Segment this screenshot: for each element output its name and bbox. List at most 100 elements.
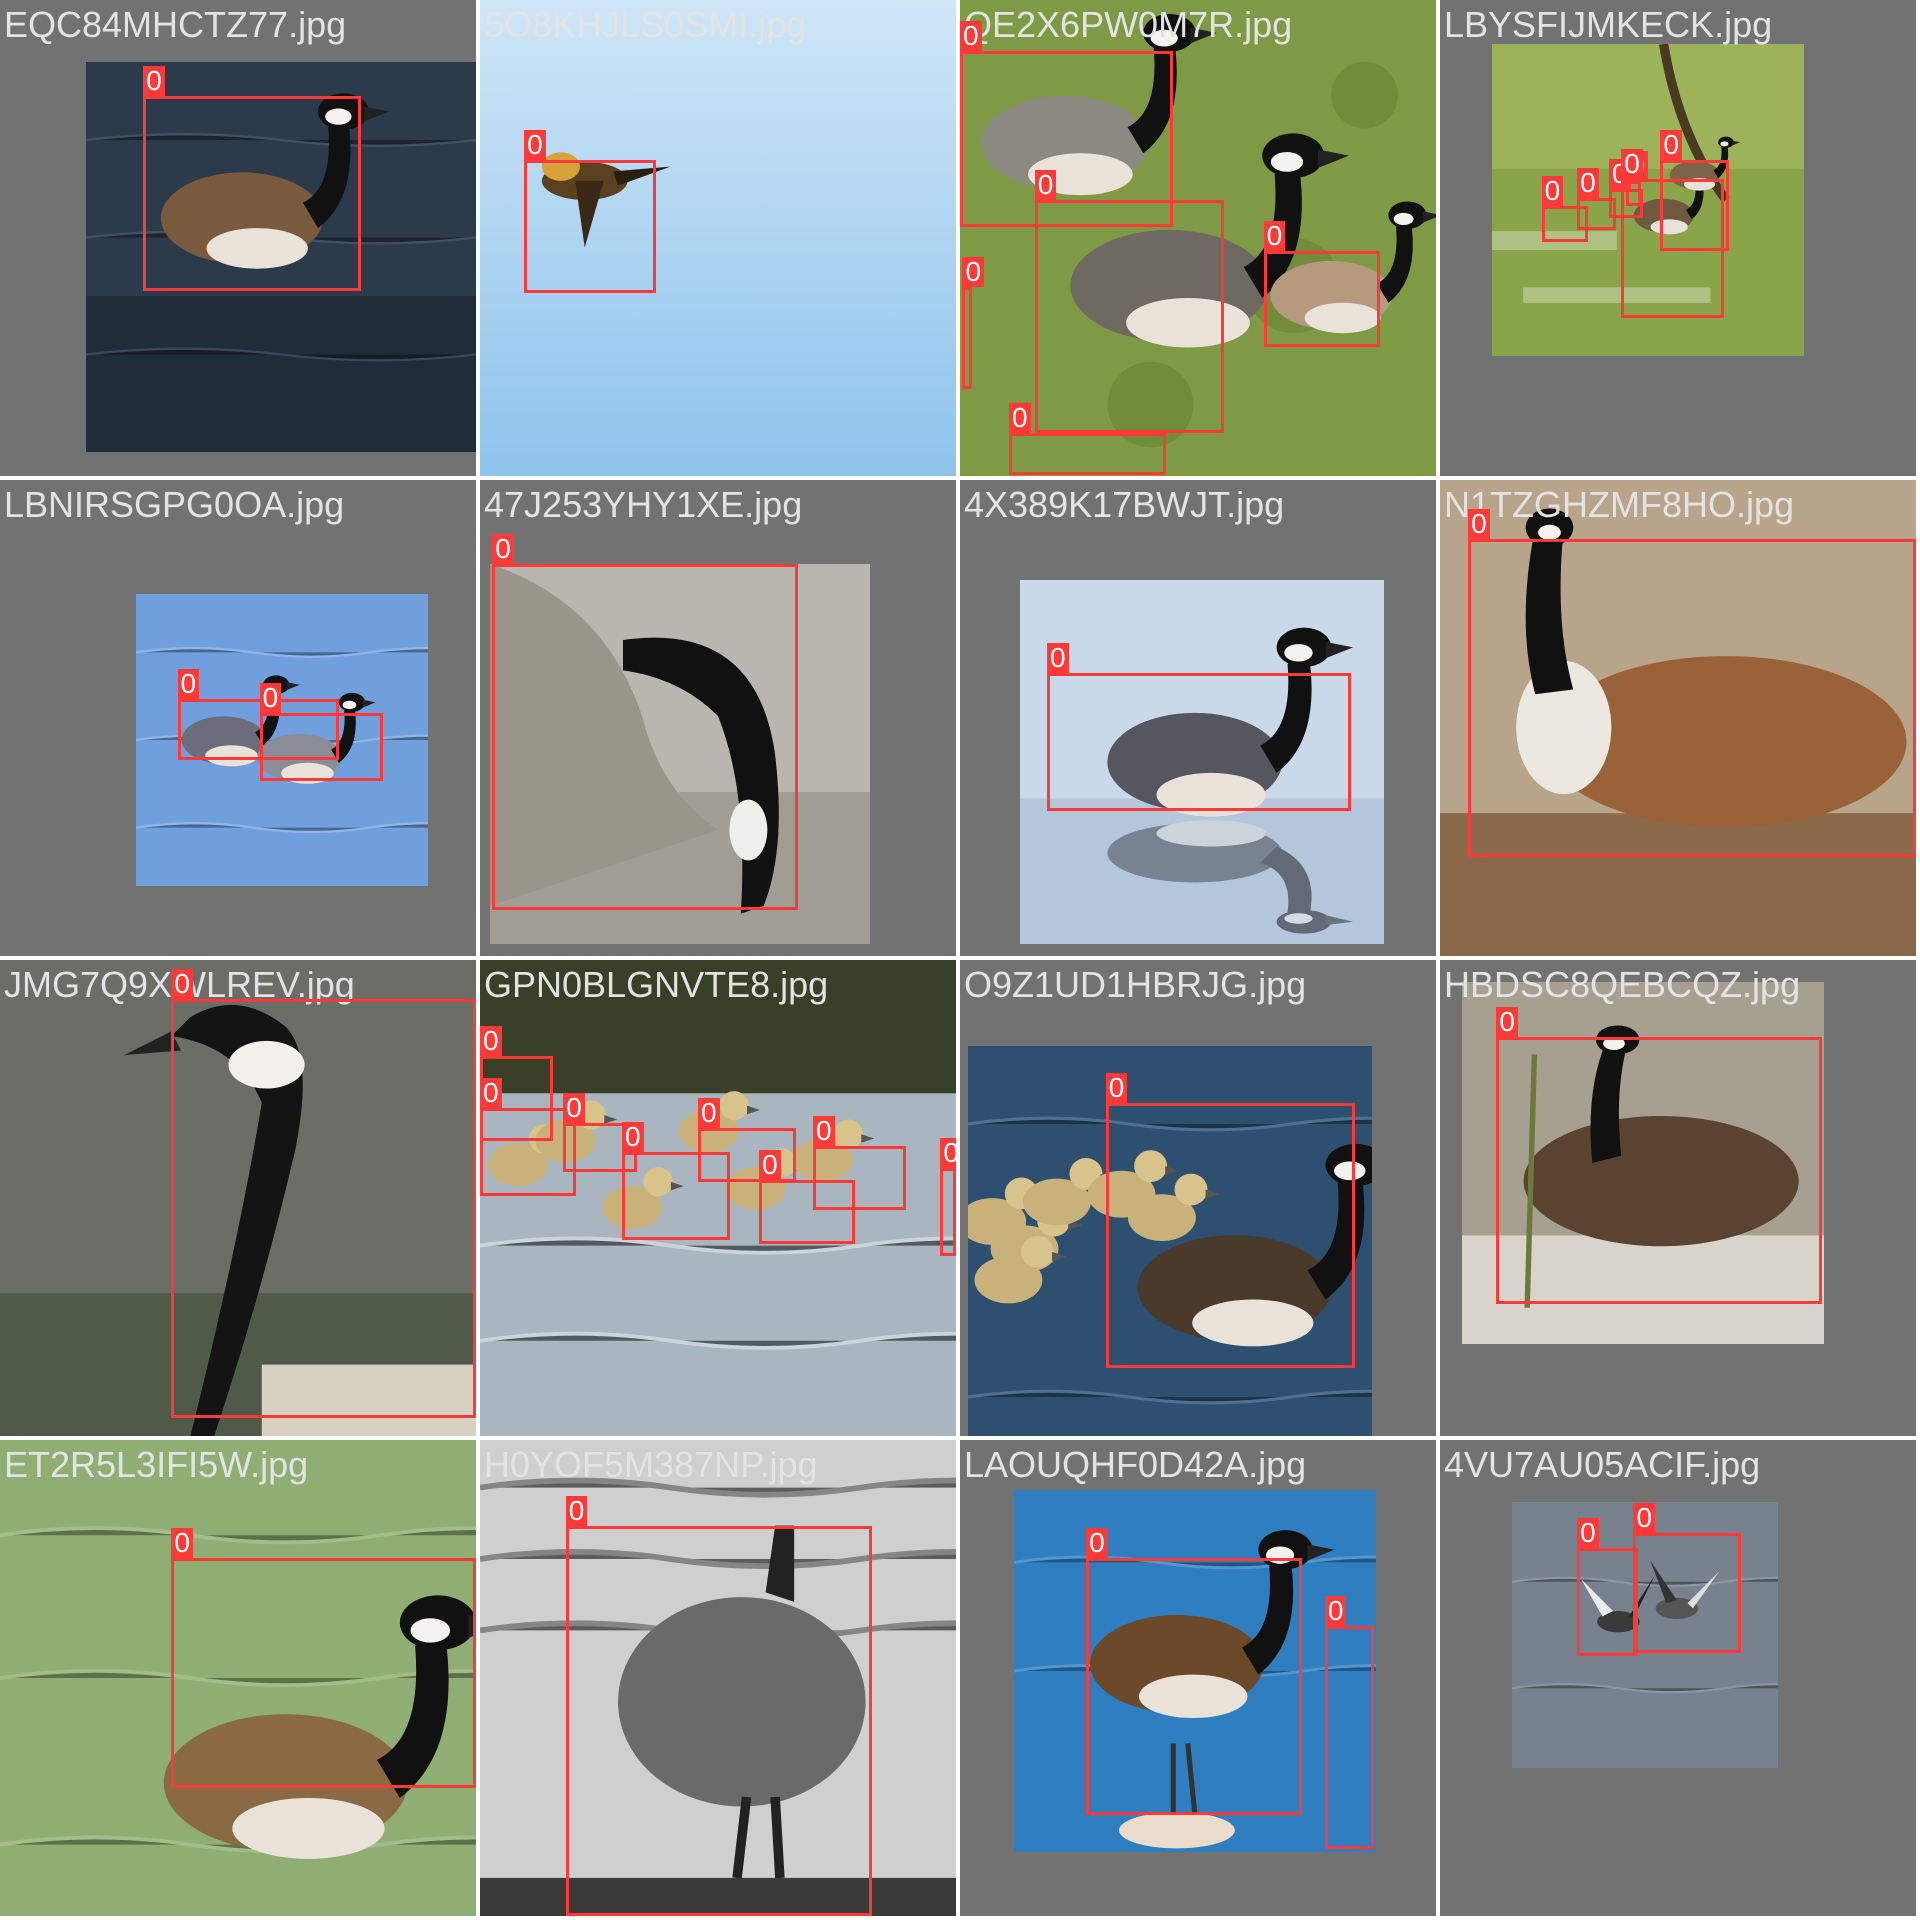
class-label: 0 [177,669,200,700]
detection-box: 0 [492,534,799,910]
mosaic-tile: EQC84MHCTZ77.jpg 0 [0,0,476,476]
detection-box: 0 [813,1116,907,1210]
goose-photo [968,1046,1372,1436]
detection-box: 0 [171,1527,476,1788]
detection-box: 0 [1086,1527,1302,1815]
mosaic-tile: ET2R5L3IFI5W.jpg 0 [0,1440,476,1916]
mosaic-tile: LBNIRSGPG0OA.jpg 0 0 [0,480,476,956]
detection-box: 0 [759,1150,855,1245]
goose-photo [490,564,870,944]
goose-photo [1462,982,1824,1344]
detection-box: 0 [1633,1503,1742,1654]
mosaic-tile: 4VU7AU05ACIF.jpg 0 0 [1440,1440,1916,1916]
goose-photo [0,1440,476,1916]
class-label: 0 [524,130,546,161]
detection-box: 0 [1034,169,1225,434]
detection-box: 0 [1496,1007,1823,1305]
detection-box: 0 [1577,168,1617,231]
detection-box: 0 [1660,130,1729,252]
mosaic-tile: 5O8KHJLS0SMI.jpg 0 [480,0,956,476]
detection-box: 0 [524,130,657,293]
class-label: 0 [1621,148,1643,179]
mosaic-tile: LAOUQHF0D42A.jpg 0 0 [960,1440,1436,1916]
class-label: 0 [1008,403,1031,434]
image-filename: O9Z1UD1HBRJG.jpg [964,964,1307,1005]
class-label: 0 [759,1150,781,1181]
detection-box: 0 [1008,403,1166,476]
image-filename: 4VU7AU05ACIF.jpg [1444,1444,1761,1485]
goose-photo [86,62,476,452]
mosaic-tile: H0YOF5M387NP.jpg 0 [480,1440,956,1916]
detection-box: 0 [143,65,362,292]
class-label: 0 [259,682,282,713]
detection-box: 0 [1263,221,1380,347]
detection-box: 0 [940,1138,956,1257]
goose-photo [1440,480,1916,956]
detection-box: 0 [259,682,384,782]
class-label: 0 [1046,643,1069,674]
class-label: 0 [940,1138,956,1169]
mosaic-tile: QE2X6PW0M7R.jpg 0 0 0 0 0 [960,0,1436,476]
mosaic-tile: O9Z1UD1HBRJG.jpg 0 [960,960,1436,1436]
detection-box: 0 [177,669,340,761]
class-label: 0 [697,1097,720,1128]
image-filename: LBYSFIJMKECK.jpg [1444,4,1773,45]
detection-box: 0 [1324,1596,1374,1849]
detection-box: 0 [622,1122,730,1241]
class-label: 0 [1577,168,1599,199]
class-label: 0 [622,1122,644,1153]
detection-box: 0 [1105,1073,1356,1368]
mosaic-tile: 4X389K17BWJT.jpg 0 [960,480,1436,956]
image-filename: QE2X6PW0M7R.jpg [964,4,1293,45]
class-label: 0 [171,969,193,1000]
class-label: 0 [480,1078,502,1109]
class-label: 0 [1324,1596,1347,1627]
class-label: 0 [563,1092,585,1123]
detection-box: 0 [480,1078,576,1197]
class-label: 0 [813,1116,835,1147]
image-filename: H0YOF5M387NP.jpg [484,1444,818,1485]
class-label: 0 [1496,1007,1518,1038]
class-label: 0 [1660,130,1682,161]
class-label: 0 [1468,508,1490,539]
detection-box: 0 [697,1097,796,1182]
class-label: 0 [1105,1073,1128,1104]
image-filename: EQC84MHCTZ77.jpg [4,4,347,45]
goose-photo [480,1440,956,1916]
image-filename: GPN0BLGNVTE8.jpg [484,964,829,1005]
image-filename: 5O8KHJLS0SMI.jpg [484,4,807,45]
goose-photo [136,594,428,886]
class-label: 0 [480,1025,502,1056]
image-filename: N1TZGHZMF8HO.jpg [1444,484,1795,525]
mosaic-tile: GPN0BLGNVTE8.jpg 0 0 0 0 0 0 0 0 [480,960,956,1436]
class-label: 0 [1541,175,1564,206]
goose-photo [480,960,956,1436]
detection-box: 0 [1468,508,1916,858]
detection-box: 0 [1046,643,1351,811]
class-label: 0 [1034,169,1057,200]
class-label: 0 [565,1495,588,1526]
goose-photo [960,0,1436,476]
goose-photo [1020,580,1384,944]
image-filename: 4X389K17BWJT.jpg [964,484,1285,525]
detection-box: 0 [960,21,1174,227]
class-label: 0 [171,1527,193,1558]
class-label: 0 [492,534,514,565]
detection-box: 0 [1577,1517,1639,1656]
goose-photo [0,960,476,1436]
detection-box: 0 [565,1495,872,1916]
class-label: 0 [1086,1527,1108,1558]
mosaic-tile: N1TZGHZMF8HO.jpg 0 [1440,480,1916,956]
goose-photo [480,0,956,476]
detection-box: 0 [1541,175,1589,243]
class-label: 0 [962,256,985,287]
mosaic-tile: 47J253YHY1XE.jpg 0 [480,480,956,956]
image-filename: HBDSC8QEBCQZ.jpg [1444,964,1801,1005]
goose-photo [1014,1490,1376,1852]
detection-box: 0 [962,256,985,390]
class-label: 0 [960,21,982,52]
class-label: 0 [1263,221,1286,252]
